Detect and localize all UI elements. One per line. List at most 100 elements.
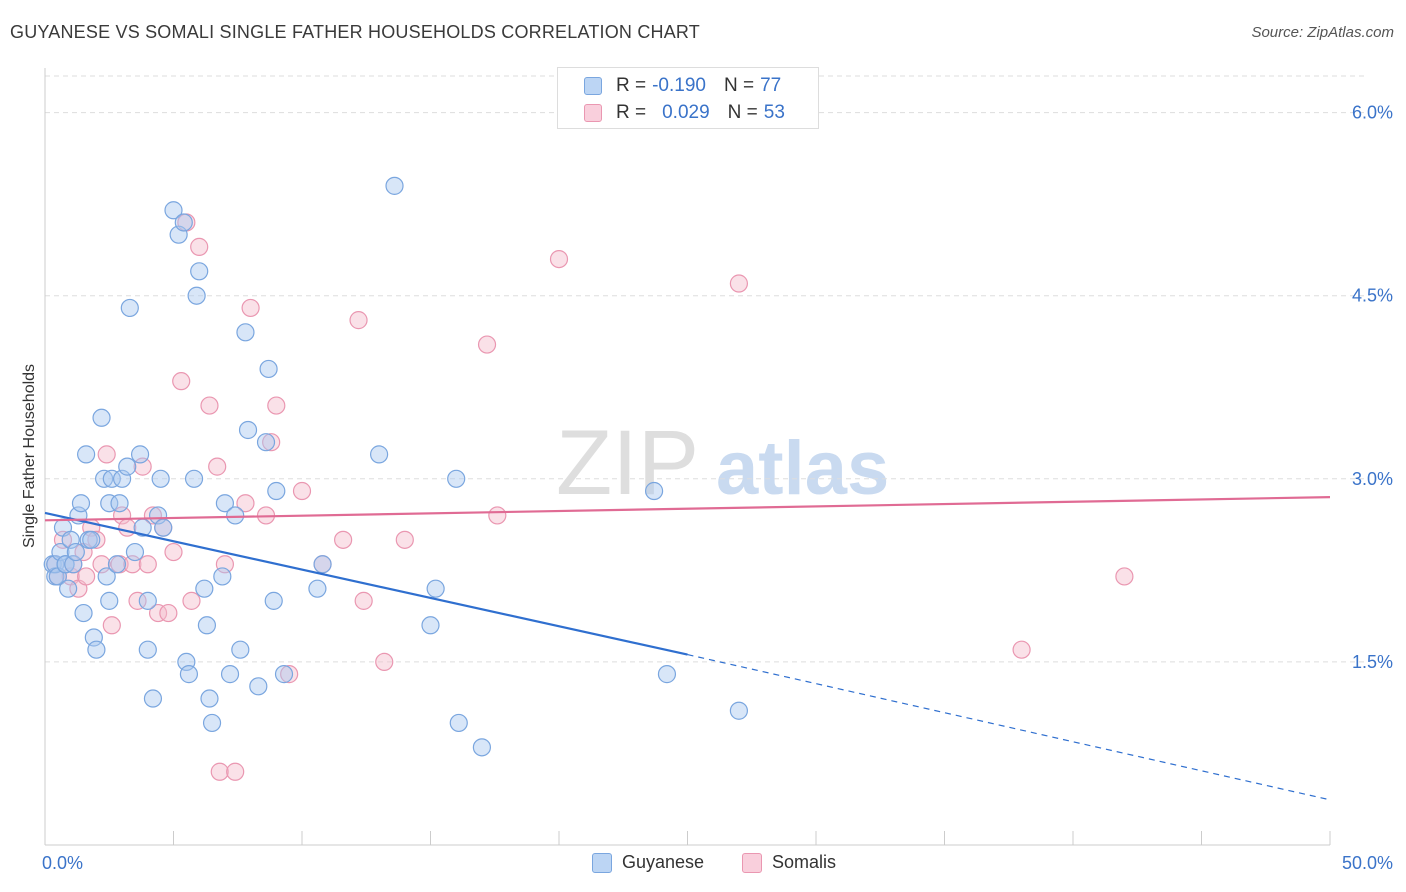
r-label: R =	[616, 102, 647, 123]
legend-row-guyanese: R = -0.190 N = 77	[584, 74, 781, 98]
somalis-point	[395, 530, 414, 549]
somalis-point	[241, 298, 260, 318]
guyanese-point	[274, 665, 294, 684]
guyanese-trend-extension	[687, 653, 1331, 801]
guyanese-point	[92, 408, 111, 427]
guyanese-point	[308, 579, 327, 598]
guyanese-point	[95, 469, 114, 488]
somalis-point	[208, 457, 227, 476]
guyanese-point	[154, 518, 173, 537]
somalis-point	[102, 616, 121, 635]
somalis-point	[182, 591, 201, 610]
somalis-point	[172, 372, 191, 391]
series-guyanese-points	[43, 176, 749, 757]
guyanese-point	[66, 542, 85, 562]
guyanese-point	[184, 469, 204, 488]
guyanese-point	[151, 469, 170, 488]
n-label: N =	[727, 102, 758, 123]
guyanese-point	[385, 176, 404, 195]
guyanese-point	[426, 579, 445, 598]
y-tick-label: 6.0%	[1352, 103, 1393, 123]
gridlines	[45, 75, 1364, 663]
guyanese-point	[259, 359, 278, 379]
guyanese-point	[421, 616, 440, 635]
guyanese-point	[370, 445, 389, 464]
somalis-point	[143, 506, 163, 525]
guyanese-point	[195, 579, 214, 598]
x-tick-label: 0.0%	[42, 853, 83, 873]
guyanese-point	[77, 445, 96, 464]
guyanese-point	[82, 530, 101, 549]
somalis-point	[200, 396, 219, 415]
guyanese-point	[164, 201, 183, 220]
guyanese-point	[97, 567, 116, 586]
somalis-swatch	[742, 852, 762, 873]
r-value: 0.029	[662, 102, 710, 123]
y-axis-label: Single Father Households	[21, 363, 38, 549]
guyanese-point	[256, 433, 276, 452]
guyanese-point	[729, 701, 749, 720]
somalis-point	[349, 311, 368, 330]
somalis-point	[138, 555, 157, 574]
guyanese-point	[179, 665, 199, 684]
somalis-point	[190, 237, 209, 256]
somalis-point	[1115, 567, 1134, 586]
guyanese-point	[56, 555, 75, 574]
somalis-point	[334, 530, 353, 549]
guyanese-point	[71, 494, 91, 513]
guyanese-point	[120, 298, 139, 318]
guyanese-point	[190, 262, 209, 281]
somalis-point	[97, 445, 116, 464]
guyanese-point	[143, 689, 163, 708]
guyanese-point	[174, 213, 193, 232]
correlation-legend: R = -0.190 N = 77 R = 0.029 N = 53	[557, 67, 819, 129]
guyanese-point	[267, 481, 286, 501]
somalis-point	[488, 506, 507, 525]
somalis-swatch	[584, 104, 602, 122]
guyanese-point	[107, 555, 127, 574]
somalis-point	[226, 762, 245, 781]
guyanese-point	[449, 713, 468, 733]
guyanese-point	[130, 445, 150, 464]
guyanese-point	[197, 616, 217, 635]
guyanese-point	[231, 640, 250, 659]
guyanese-point	[125, 542, 145, 562]
guyanese-point	[100, 591, 119, 610]
somalis-point	[159, 603, 178, 623]
guyanese-point	[59, 579, 78, 598]
guyanese-swatch	[592, 852, 612, 873]
guyanese-point	[110, 494, 129, 513]
guyanese-point	[102, 469, 121, 488]
guyanese-point	[226, 506, 245, 525]
somalis-point	[128, 591, 147, 610]
watermark-atlas: atlas	[716, 426, 889, 511]
guyanese-point	[213, 567, 232, 586]
y-tick-labels: 1.5% 3.0% 4.5% 6.0%	[1352, 103, 1393, 672]
chart-title: GUYANESE VS SOMALI SINGLE FATHER HOUSEHO…	[10, 22, 701, 42]
somalis-point	[280, 665, 299, 684]
guyanese-point	[138, 591, 157, 610]
guyanese-point	[100, 494, 119, 513]
legend-label: Guyanese	[622, 852, 705, 872]
guyanese-point	[236, 323, 255, 342]
n-value: 77	[760, 75, 782, 96]
guyanese-point	[264, 591, 283, 610]
guyanese-swatch	[584, 77, 602, 95]
somalis-point	[729, 274, 749, 293]
guyanese-point	[220, 665, 240, 684]
trend-lines	[44, 496, 1331, 801]
watermark-zip: ZIP	[556, 412, 699, 514]
legend-label: Somalis	[772, 852, 837, 872]
guyanese-point	[472, 738, 491, 757]
y-tick-label: 3.0%	[1352, 469, 1393, 489]
series-legend: Guyanese Somalis	[0, 852, 1406, 876]
somalis-point	[148, 603, 168, 623]
somalis-point	[267, 396, 286, 415]
guyanese-point	[215, 494, 234, 513]
legend-item-guyanese: Guyanese	[592, 852, 704, 873]
somalis-trend-line	[44, 496, 1331, 522]
legend-item-somalis: Somalis	[742, 852, 836, 873]
somalis-point	[292, 481, 312, 501]
somalis-point	[236, 494, 255, 513]
